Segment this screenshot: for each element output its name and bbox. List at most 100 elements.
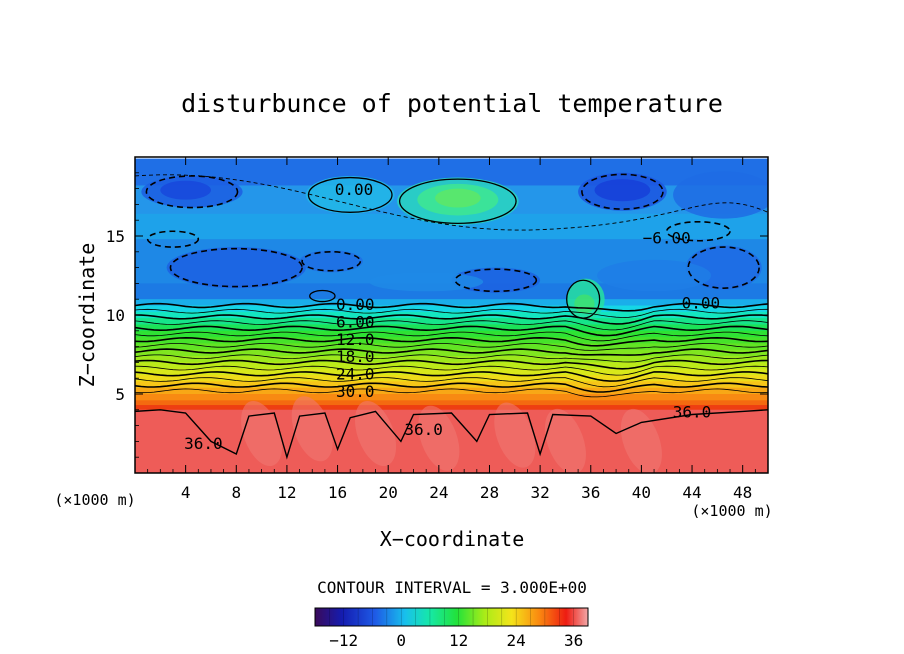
contour-negative <box>665 220 731 242</box>
y-axis-label: Z−coordinate <box>75 243 99 388</box>
colorbar: −12 0 12 24 36 <box>314 607 589 650</box>
contour-dashed-thin <box>135 174 768 231</box>
x-unit-right: (×1000 m) <box>691 502 772 520</box>
contour-negative <box>687 246 760 289</box>
x-tick-label: 20 <box>379 483 398 502</box>
color-band <box>135 400 768 406</box>
warm-plume <box>241 400 283 467</box>
y-tick-label: 10 <box>106 306 125 325</box>
color-band <box>135 356 768 363</box>
colorbar-divisions <box>314 608 589 626</box>
contour-line <box>135 359 768 370</box>
contour-positive <box>566 279 601 319</box>
contour-line <box>135 348 768 356</box>
colorbar-tick-label: 24 <box>507 631 526 650</box>
anomaly-blob <box>369 272 484 292</box>
color-band <box>135 405 768 411</box>
contour-label: 36.0 <box>184 434 223 453</box>
field-anomalies <box>141 171 768 473</box>
contour-label: −6.00 <box>643 229 691 248</box>
x-tick-label: 16 <box>328 483 347 502</box>
color-band <box>135 305 768 313</box>
x-unit-left: (×1000 m) <box>54 491 135 509</box>
anomaly-blob <box>597 259 712 292</box>
contour-line <box>135 336 768 347</box>
anomaly-blob <box>166 247 306 289</box>
x-tick-label: 48 <box>733 483 752 502</box>
contour-line <box>135 365 768 376</box>
x-tick-label: 44 <box>682 483 701 502</box>
contour-line <box>135 377 768 388</box>
contour-label: 0.00 <box>335 180 374 199</box>
contour-line <box>135 325 768 337</box>
anomaly-blob <box>299 250 363 273</box>
contour-negative <box>301 251 362 272</box>
color-band <box>135 318 768 326</box>
color-band <box>135 362 768 370</box>
y-tick-label: 5 <box>115 385 125 404</box>
color-band <box>135 343 768 351</box>
x-tick-label: 32 <box>530 483 549 502</box>
contour-line <box>135 320 768 331</box>
anomaly-blob <box>594 179 651 202</box>
colorbar-tick-label: 0 <box>396 631 406 650</box>
x-tick-label: 28 <box>480 483 499 502</box>
color-band <box>135 375 768 382</box>
plot-area: 0.00−6.000.00 0.006.0012.018.024.030.036.… <box>134 156 769 474</box>
contour-positive <box>307 176 393 213</box>
contour-negative <box>145 175 239 209</box>
color-band <box>135 311 768 319</box>
contour-line <box>135 382 768 393</box>
warm-plume <box>620 408 662 473</box>
warm-plume <box>418 405 460 471</box>
color-band <box>135 337 768 345</box>
colorbar-tick-label: −12 <box>329 631 358 650</box>
colorbar-gradient <box>314 607 589 627</box>
color-band <box>135 381 768 389</box>
x-tick-label: 36 <box>581 483 600 502</box>
contour-line <box>135 331 768 342</box>
anomaly-blob <box>435 188 481 208</box>
color-band <box>135 394 768 401</box>
contour-lines <box>135 173 768 460</box>
contour-line <box>135 302 768 312</box>
color-band <box>135 349 768 357</box>
contour-label: 6.00 <box>336 312 375 331</box>
warm-plume <box>355 400 397 467</box>
anomaly-blob <box>160 180 211 200</box>
x-axis: 4 8 12 16 20 24 28 32 36 40 44 48 <box>147 157 756 502</box>
color-band <box>135 330 768 338</box>
contour-label: 36.0 <box>673 403 712 422</box>
anomaly-blob <box>673 171 768 219</box>
x-tick-label: 8 <box>231 483 241 502</box>
contour-line <box>135 343 768 351</box>
contour-label: 12.0 <box>336 330 375 349</box>
contour-label: 0.00 <box>336 295 375 314</box>
contour-line <box>135 371 768 382</box>
contour-interval-label: CONTOUR INTERVAL = 3.000E+00 <box>317 578 587 597</box>
colorbar-tick-label: 12 <box>449 631 468 650</box>
warm-plume <box>494 402 536 468</box>
warm-plume <box>291 396 333 462</box>
x-tick-label: 4 <box>181 483 191 502</box>
x-axis-label: X−coordinate <box>380 527 525 551</box>
y-axis: 5 10 15 <box>106 172 768 458</box>
contour-negative <box>454 268 538 293</box>
contour-positive <box>309 289 336 303</box>
contour-label: 30.0 <box>336 382 375 401</box>
y-tick-label: 15 <box>106 227 125 246</box>
contour-line <box>135 354 768 363</box>
x-tick-label: 12 <box>277 483 296 502</box>
anomaly-blob <box>305 175 395 214</box>
color-band <box>135 368 768 376</box>
color-band <box>135 299 768 307</box>
contour-negative <box>146 230 200 248</box>
contour-line <box>135 308 768 318</box>
contour-line-36 <box>135 409 768 460</box>
colorbar-tick-labels: −12 0 12 24 36 <box>329 631 583 650</box>
contour-label: 24.0 <box>336 365 375 384</box>
colorbar-tick-label: 36 <box>564 631 583 650</box>
x-tick-label: 40 <box>632 483 651 502</box>
color-band <box>135 387 768 395</box>
contour-negative <box>581 173 664 210</box>
